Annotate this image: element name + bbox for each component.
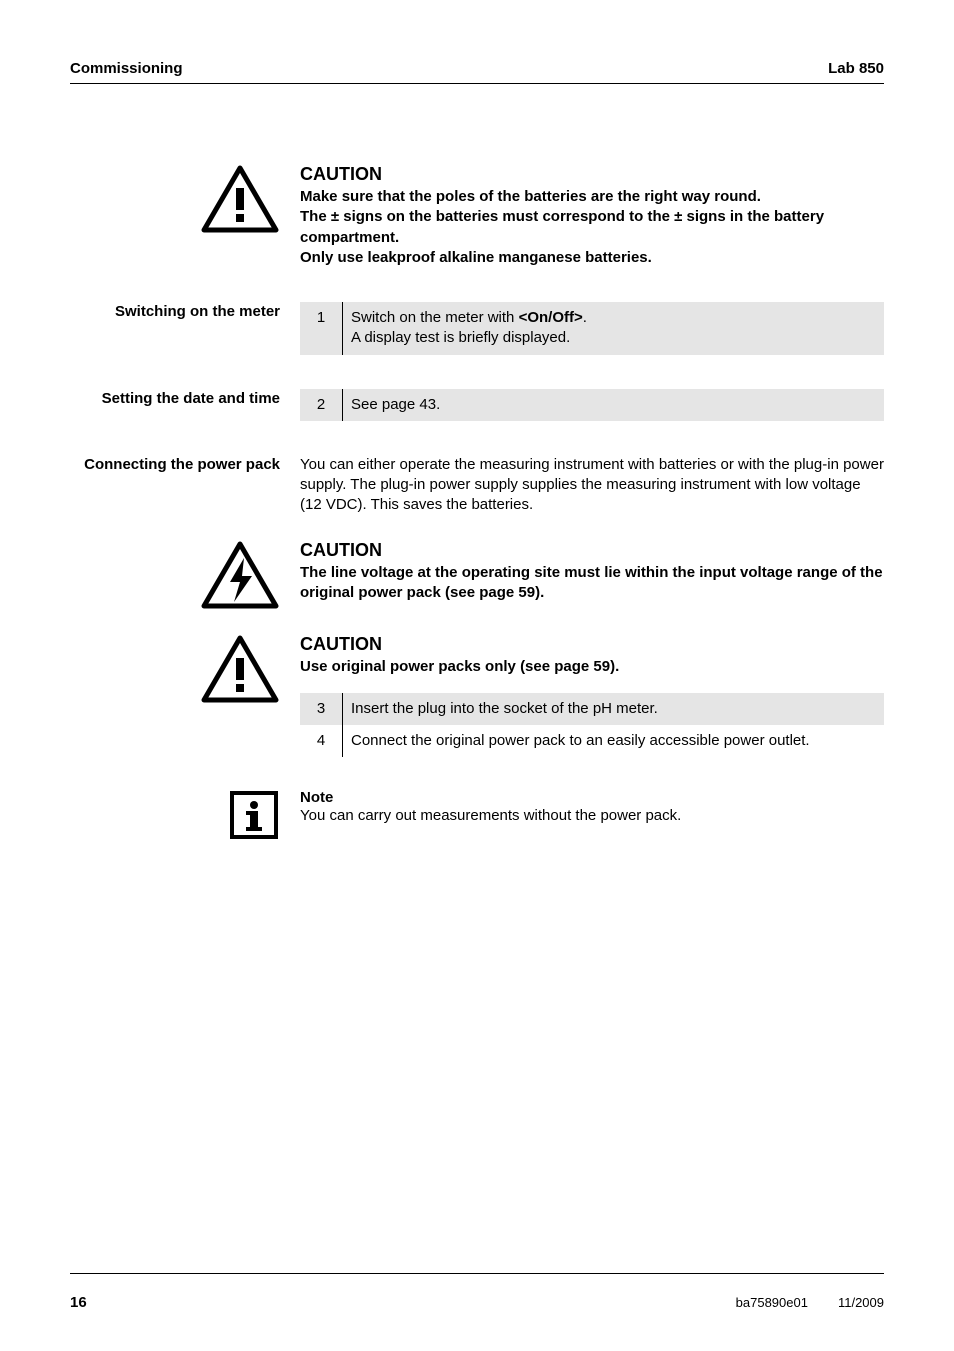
- step-num: 1: [300, 302, 343, 355]
- info-icon: [228, 789, 280, 841]
- warning-icon: [200, 634, 280, 704]
- page-number: 16: [70, 1294, 87, 1311]
- electric-warning-icon: [200, 540, 280, 610]
- step-num: 4: [300, 725, 343, 757]
- step-num: 2: [300, 389, 343, 421]
- footer-date: 11/2009: [838, 1295, 884, 1310]
- caution-text: Use original power packs only (see page …: [300, 657, 884, 677]
- caution-text-line1: Make sure that the poles of the batterie…: [300, 187, 884, 207]
- step-text: Insert the plug into the socket of the p…: [343, 693, 885, 725]
- caution-text-line3: Only use leakproof alkaline manganese ba…: [300, 248, 884, 268]
- step-text: Connect the original power pack to an ea…: [343, 725, 885, 757]
- step-table-plug: 3 Insert the plug into the socket of the…: [300, 693, 884, 758]
- power-paragraph: You can either operate the measuring ins…: [300, 455, 884, 516]
- caution-title: CAUTION: [300, 634, 884, 655]
- caution-title: CAUTION: [300, 540, 884, 561]
- section-label-switching: Switching on the meter: [115, 302, 280, 322]
- step-text: See page 43.: [343, 389, 885, 421]
- step-table-date: 2 See page 43.: [300, 389, 884, 421]
- caution-text: The line voltage at the operating site m…: [300, 563, 884, 604]
- note-text: You can carry out measurements without t…: [300, 806, 884, 826]
- header-right: Lab 850: [828, 60, 884, 77]
- warning-icon: [200, 164, 280, 234]
- note-title: Note: [300, 789, 884, 806]
- step-text: Switch on the meter with <On/Off>. A dis…: [343, 302, 885, 355]
- section-label-date: Setting the date and time: [102, 389, 280, 409]
- section-label-power: Connecting the power pack: [84, 455, 280, 475]
- footer-doc: ba75890e01: [736, 1295, 808, 1310]
- step-num: 3: [300, 693, 343, 725]
- caution-text-line2: The ± signs on the batteries must corres…: [300, 207, 884, 248]
- caution-title: CAUTION: [300, 164, 884, 185]
- step-table-switch: 1 Switch on the meter with <On/Off>. A d…: [300, 302, 884, 355]
- header-left: Commissioning: [70, 60, 183, 77]
